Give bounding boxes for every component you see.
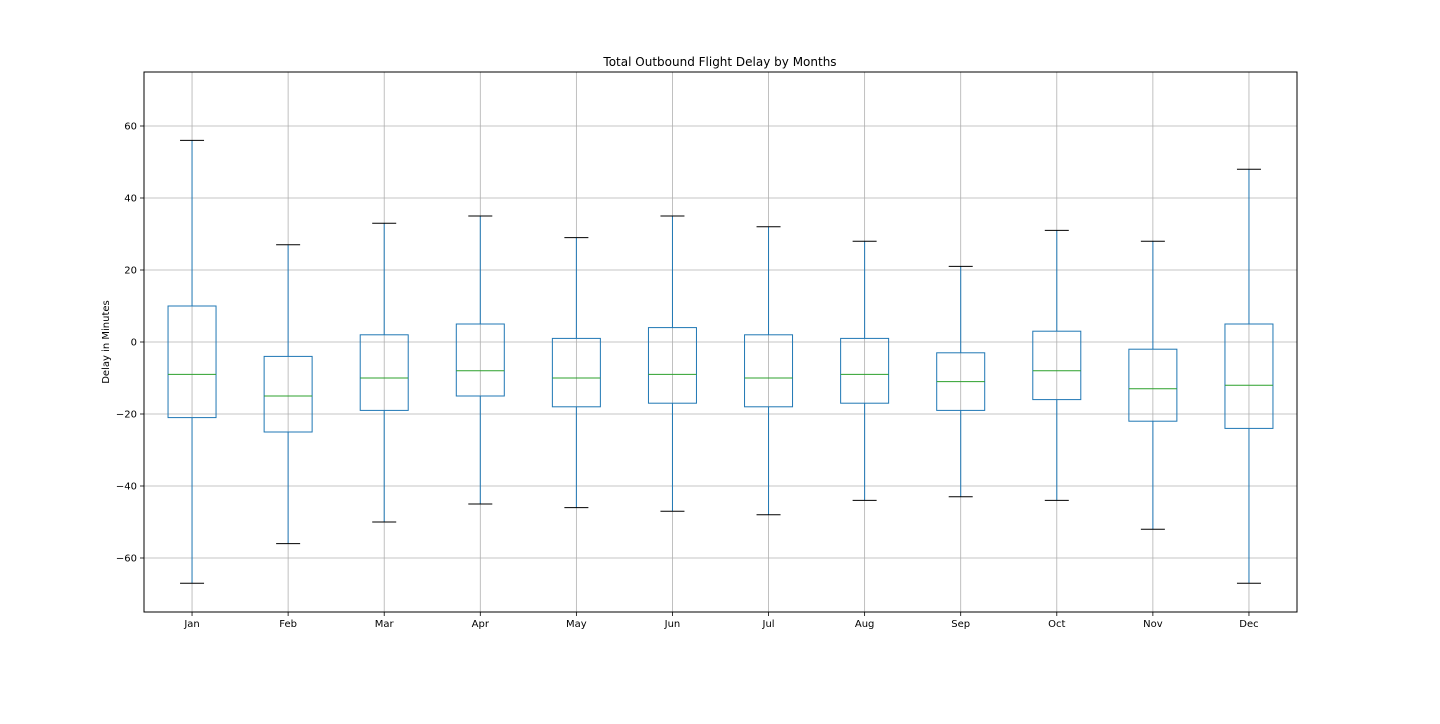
x-tick-label: Apr xyxy=(472,619,490,630)
x-tick-label: Jan xyxy=(183,619,199,630)
x-tick-label: Jul xyxy=(762,619,775,630)
y-tick-label: 0 xyxy=(131,338,137,349)
y-tick-label: 20 xyxy=(124,266,137,277)
box-nov xyxy=(1128,240,1178,530)
x-tick-label: Sep xyxy=(951,619,970,630)
y-tick-label: −60 xyxy=(116,554,137,565)
box-apr xyxy=(455,215,505,505)
chart-title: Total Outbound Flight Delay by Months xyxy=(602,55,836,69)
iqr-box xyxy=(1032,330,1082,401)
x-tick-label: May xyxy=(566,619,587,630)
x-tick-label: Aug xyxy=(855,619,875,630)
iqr-box xyxy=(840,337,890,404)
x-tick-label: Feb xyxy=(279,619,297,630)
iqr-box xyxy=(647,327,697,404)
y-tick-label: 40 xyxy=(124,194,137,205)
x-tick-label: Mar xyxy=(375,619,395,630)
iqr-box xyxy=(455,323,505,397)
iqr-box xyxy=(167,305,217,419)
box-dec xyxy=(1224,168,1274,584)
iqr-box xyxy=(551,337,601,408)
y-tick-label: −20 xyxy=(116,410,137,421)
box-mar xyxy=(359,222,409,523)
box-jun xyxy=(647,215,697,512)
box-may xyxy=(551,237,601,509)
box-aug xyxy=(840,240,890,501)
iqr-box xyxy=(744,334,794,408)
iqr-box xyxy=(359,334,409,411)
box-feb xyxy=(263,244,313,545)
box-jul xyxy=(744,226,794,516)
tick-layer: −60 −40 −20 0 20 40 60 Jan Feb Mar Apr May Jun Jul Aug… xyxy=(116,122,1259,631)
x-tick-label: Jun xyxy=(664,619,681,630)
y-axis-label: Delay in Minutes xyxy=(101,300,112,384)
grid-layer xyxy=(144,72,1297,612)
iqr-box xyxy=(263,355,313,433)
x-tick-label: Nov xyxy=(1143,619,1163,630)
x-tick-label: Dec xyxy=(1239,619,1258,630)
x-tick-label: Oct xyxy=(1048,619,1065,630)
box-jan xyxy=(167,139,217,584)
iqr-box xyxy=(1224,323,1274,429)
box-layer xyxy=(167,139,1274,584)
box-sep xyxy=(936,265,986,498)
y-tick-label: 60 xyxy=(124,122,137,133)
box-oct xyxy=(1032,229,1082,501)
iqr-box xyxy=(1128,348,1178,422)
y-tick-label: −40 xyxy=(116,482,137,493)
